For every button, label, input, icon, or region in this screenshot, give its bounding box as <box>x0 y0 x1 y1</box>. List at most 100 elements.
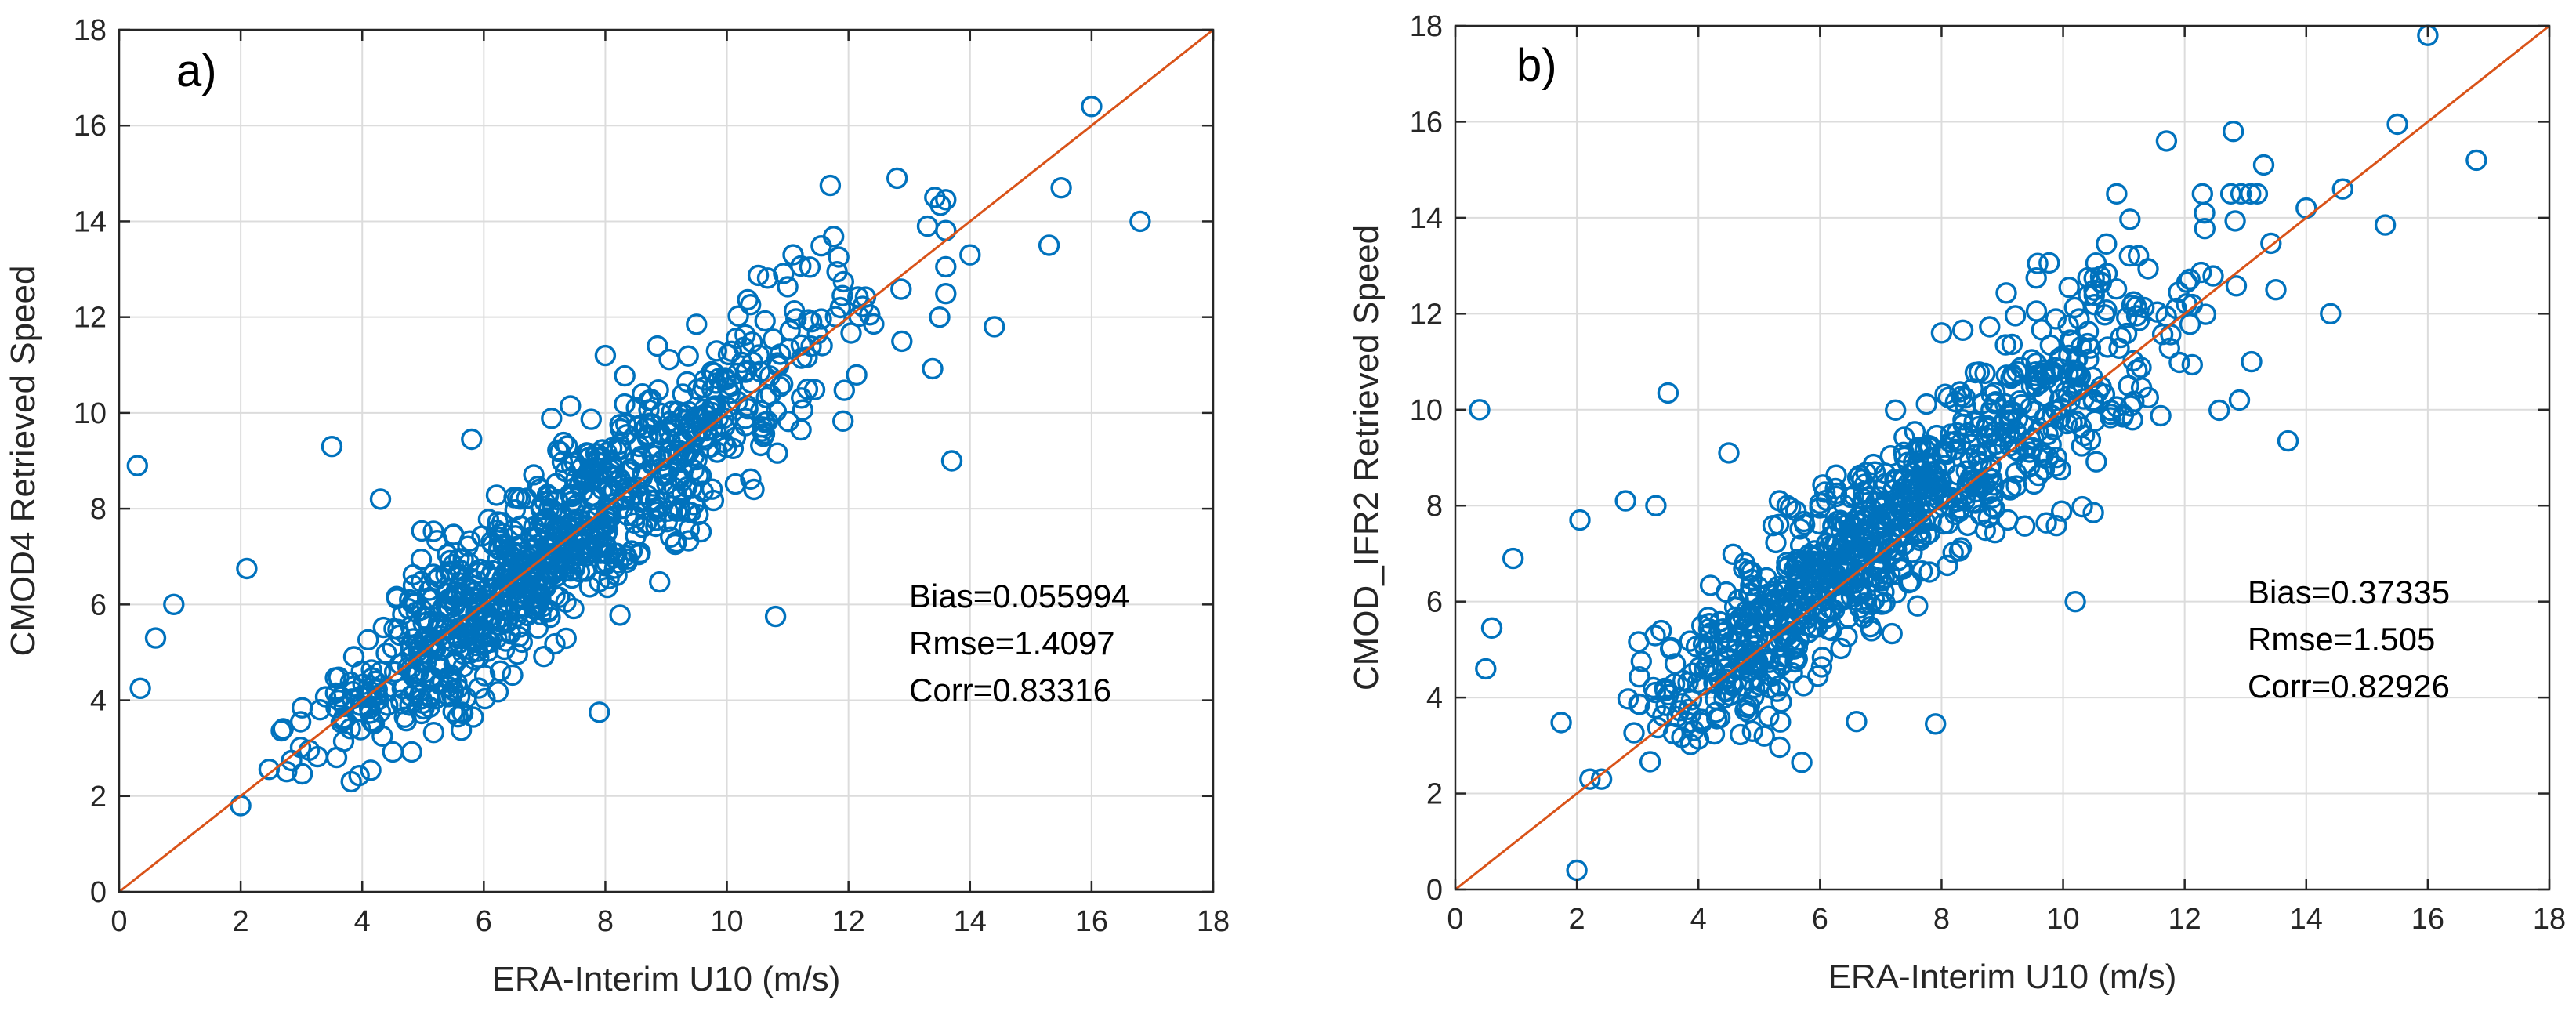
data-point <box>1663 672 1686 695</box>
data-point <box>721 375 743 397</box>
data-point <box>382 741 404 763</box>
x-axis-label: ERA-Interim U10 (m/s) <box>1828 958 2177 996</box>
data-point <box>609 604 631 626</box>
data-point <box>686 313 708 335</box>
data-point <box>1974 362 1996 385</box>
y-axis-label: CMOD4 Retrieved Speed <box>4 266 42 657</box>
y-tick-label: 16 <box>1410 106 1443 139</box>
data-point <box>2122 291 2145 313</box>
data-point <box>506 487 529 509</box>
data-point <box>690 520 712 543</box>
data-point <box>1660 636 1683 659</box>
data-point <box>2100 407 2121 429</box>
data-point <box>752 420 774 442</box>
data-point <box>701 397 723 419</box>
data-point <box>163 593 185 615</box>
stat-annotation: Rmse=1.505 <box>2248 621 2435 658</box>
data-point <box>1868 509 1890 531</box>
data-point <box>2059 329 2081 351</box>
stat-annotation: Corr=0.82926 <box>2248 668 2450 705</box>
scatter-panel-b: 0 2 4 6 8 10 12 14 16 18 0 2 4 6 8 10 12 14 16 18 ERA-Interi… <box>1347 10 2566 996</box>
data-point <box>359 702 381 724</box>
x-tick-label: 0 <box>111 905 127 938</box>
data-point <box>387 618 409 640</box>
data-point <box>2089 266 2112 288</box>
data-point <box>1853 481 1875 503</box>
data-point <box>292 763 313 785</box>
data-point <box>740 468 762 490</box>
data-point <box>1623 722 1645 744</box>
data-point <box>485 519 508 542</box>
data-point <box>1759 594 1781 616</box>
data-point <box>1735 600 1757 622</box>
reference-line <box>118 28 1214 893</box>
data-point <box>647 335 668 357</box>
data-point <box>2045 447 2067 469</box>
x-tick-label: 12 <box>2168 903 2201 936</box>
stat-annotation: Corr=0.83316 <box>909 672 1111 708</box>
data-point <box>1727 651 1750 673</box>
data-point <box>369 488 392 510</box>
y-tick-label: 18 <box>1410 10 1443 43</box>
data-point <box>2002 364 2024 386</box>
data-point <box>348 765 370 787</box>
data-point <box>1703 723 1726 745</box>
data-point <box>1984 522 2006 544</box>
data-point <box>1550 712 1572 734</box>
data-point <box>2096 336 2119 358</box>
x-tick-label: 4 <box>354 905 371 938</box>
data-point <box>1937 386 1960 408</box>
data-point <box>1952 413 1974 436</box>
data-point <box>799 256 821 278</box>
data-point <box>468 677 490 699</box>
data-point <box>810 308 832 330</box>
data-point <box>1926 472 1948 494</box>
data-point <box>2106 183 2128 205</box>
data-point <box>1930 322 1953 344</box>
data-point <box>487 549 509 571</box>
data-point <box>410 571 433 592</box>
data-point <box>422 520 444 542</box>
data-point <box>1880 506 1902 528</box>
data-point <box>2230 183 2252 205</box>
data-point <box>2005 462 2027 484</box>
data-point <box>1918 561 1940 583</box>
data-point <box>678 518 701 540</box>
scatter-panel-a: 0 2 4 6 8 10 12 14 16 18 0 2 4 6 8 10 12 14 16 18 ERA-Interi… <box>4 14 1230 998</box>
data-point <box>439 560 461 582</box>
data-point <box>1770 711 1792 733</box>
data-point <box>737 288 759 311</box>
data-point <box>2077 321 2100 342</box>
y-tick-label: 18 <box>74 14 107 47</box>
data-point <box>2222 120 2244 143</box>
data-point <box>1722 543 1745 565</box>
data-point <box>773 263 795 284</box>
x-tick-label: 16 <box>1075 905 1108 938</box>
data-point <box>411 520 433 542</box>
data-point <box>650 402 672 424</box>
data-point <box>485 484 508 506</box>
data-point <box>791 387 813 409</box>
data-point <box>420 669 443 691</box>
data-point <box>810 235 832 257</box>
data-point <box>2025 267 2047 289</box>
data-point <box>1800 571 1822 594</box>
data-point <box>324 667 346 689</box>
data-point <box>129 677 151 699</box>
data-point <box>632 462 654 485</box>
data-point <box>1837 607 1860 629</box>
data-point <box>291 697 313 719</box>
data-point <box>1907 595 1929 617</box>
data-point <box>598 567 620 589</box>
data-point <box>549 440 571 463</box>
data-points <box>1469 24 2487 882</box>
data-point <box>2079 337 2102 359</box>
data-point <box>769 375 791 398</box>
data-point <box>2071 435 2093 457</box>
data-point <box>276 761 298 783</box>
data-point <box>727 305 749 327</box>
data-point <box>555 460 577 483</box>
data-point <box>747 264 770 287</box>
data-point <box>1990 426 2013 447</box>
